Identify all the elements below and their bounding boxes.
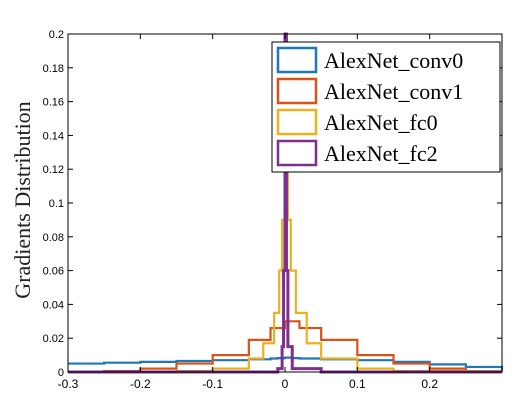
- y-tick-label: 0.12: [43, 164, 64, 176]
- y-tick-label: 0.2: [49, 29, 64, 41]
- x-tick-label: -0.1: [202, 377, 223, 391]
- x-tick-label: 0.1: [349, 377, 366, 391]
- legend-swatch: [276, 77, 318, 105]
- y-tick-label: 0.02: [43, 333, 64, 345]
- x-tick-label: 0.2: [421, 377, 438, 391]
- ticks-layer: -0.3 -0.2 -0.1 0 0.1 0.2 0 0.02 0.04 0.06 0.08 0.1 0…: [43, 29, 502, 391]
- y-tick-label: 0.16: [43, 97, 64, 109]
- y-tick-label: 0.14: [43, 130, 64, 142]
- legend: AlexNet_conv0 AlexNet_conv1 AlexNet_fc0 Ale…: [271, 41, 501, 173]
- y-tick-label: 0.08: [43, 232, 64, 244]
- y-tick-label: 0.1: [49, 198, 64, 210]
- legend-swatch: [276, 139, 318, 167]
- y-axis-label: Gradients Distribution: [10, 101, 35, 298]
- y-tick-label: 0: [58, 367, 64, 379]
- x-tick-label: -0.2: [130, 377, 151, 391]
- legend-swatch: [276, 46, 318, 74]
- legend-label: AlexNet_conv1: [324, 79, 463, 104]
- x-tick-label: -0.3: [58, 377, 79, 391]
- legend-label: AlexNet_fc0: [324, 110, 438, 135]
- x-tick-label: 0: [282, 377, 289, 391]
- y-tick-label: 0.04: [43, 299, 64, 311]
- y-tick-label: 0.18: [43, 63, 64, 75]
- legend-label: AlexNet_conv0: [324, 48, 463, 73]
- legend-swatch: [276, 108, 318, 136]
- series-line-alexnet-conv0: [68, 356, 504, 371]
- legend-label: AlexNet_fc2: [324, 141, 438, 166]
- y-tick-label: 0.06: [43, 266, 64, 278]
